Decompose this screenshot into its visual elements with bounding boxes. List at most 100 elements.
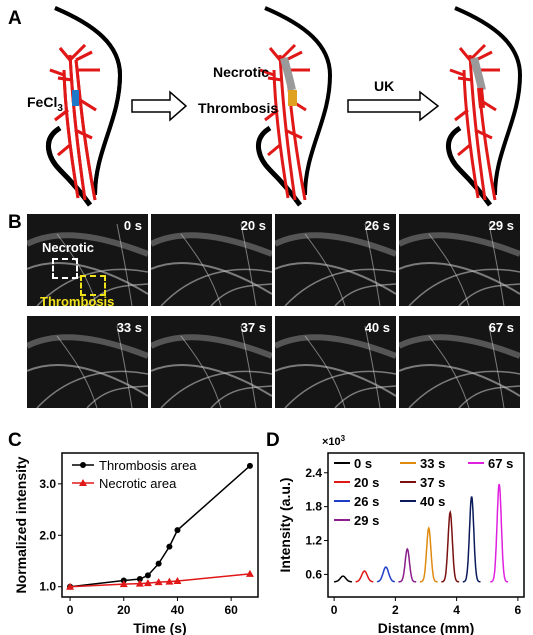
x-tick-label: 0 bbox=[67, 603, 74, 617]
y-tick-label: 2.0 bbox=[39, 528, 56, 542]
panel-b-label: B bbox=[8, 212, 22, 233]
arrow-right-icon bbox=[131, 90, 188, 122]
profile-curve bbox=[376, 566, 395, 583]
data-point bbox=[119, 580, 128, 588]
x-tick-label: 0 bbox=[331, 603, 338, 617]
frame-background bbox=[151, 214, 272, 306]
data-point bbox=[135, 579, 144, 587]
frame-time-label: 26 s bbox=[364, 218, 390, 233]
plot-frame bbox=[327, 452, 525, 598]
legend-label: Thrombosis area bbox=[99, 458, 197, 473]
profile-curve bbox=[419, 526, 438, 583]
frame-background bbox=[399, 316, 520, 408]
frame-time-label: 67 s bbox=[488, 320, 514, 335]
thrombosis-roi-box bbox=[80, 275, 106, 296]
data-point bbox=[143, 579, 152, 587]
necrotic-label-b: Necrotic bbox=[42, 240, 95, 255]
thrombus-marker bbox=[288, 90, 297, 106]
frame-background bbox=[275, 316, 396, 408]
necrotic-roi-box bbox=[52, 258, 78, 279]
legend-label: 0 s bbox=[354, 456, 372, 471]
legend-label: Necrotic area bbox=[99, 476, 177, 491]
chart-c: 0 20 40 60 1.0 2.0 3.0 Time (s) Normalized inten… bbox=[13, 452, 259, 635]
frame-background bbox=[27, 214, 148, 306]
y-tick-label: 1.0 bbox=[39, 580, 56, 594]
frame-time-label: 0 s bbox=[123, 218, 142, 233]
profile-curve bbox=[490, 483, 509, 583]
x-tick-label: 20 bbox=[117, 603, 131, 617]
y-axis-label: Intensity (a.u.) bbox=[277, 478, 293, 573]
profile-curve bbox=[441, 509, 460, 583]
thrombosis-label-b: Thrombosis bbox=[40, 294, 115, 309]
y-tick-label: 0.6 bbox=[305, 567, 322, 581]
chart-d: 0 2 4 6 0.6 1.2 1.8 2.4 ×103 Distance (mm) Intensi… bbox=[277, 434, 525, 635]
vessel-pattern bbox=[275, 325, 396, 408]
injury-site-marker bbox=[72, 90, 79, 106]
frame-time-label: 40 s bbox=[364, 320, 390, 335]
data-point bbox=[245, 569, 254, 577]
data-point bbox=[154, 578, 163, 586]
data-point bbox=[144, 572, 151, 579]
panel-a-label: A bbox=[8, 8, 22, 29]
data-point bbox=[166, 543, 173, 550]
y-tick-label: 1.2 bbox=[305, 534, 322, 548]
data-point bbox=[246, 462, 253, 469]
legend-label: 20 s bbox=[354, 475, 379, 490]
data-point bbox=[173, 577, 182, 585]
x-tick-label: 2 bbox=[392, 603, 399, 617]
vessel-pattern bbox=[151, 223, 272, 306]
frame-background bbox=[151, 316, 272, 408]
legend-label: 40 s bbox=[420, 494, 445, 509]
frame-time-label: 29 s bbox=[488, 218, 514, 233]
legend-marker bbox=[79, 479, 87, 486]
profile-curve bbox=[355, 570, 374, 583]
vessel-pattern bbox=[275, 223, 396, 306]
plot-frame bbox=[61, 452, 259, 598]
x-tick-label: 4 bbox=[453, 603, 460, 617]
frame-time-label: 33 s bbox=[116, 320, 142, 335]
vessel-pattern bbox=[27, 223, 148, 306]
x-axis-label: Time (s) bbox=[133, 620, 186, 635]
thrombosis-label-a: Thrombosis bbox=[198, 100, 279, 116]
x-tick-label: 6 bbox=[515, 603, 522, 617]
fluorescence-frame: 37 s bbox=[151, 316, 272, 408]
vessel-pattern bbox=[27, 325, 148, 408]
vessel-pattern bbox=[399, 325, 520, 408]
panel-c-label: C bbox=[8, 430, 22, 451]
x-tick-label: 40 bbox=[171, 603, 185, 617]
data-point bbox=[155, 560, 162, 567]
y-tick-label: 2.4 bbox=[305, 466, 322, 480]
data-point bbox=[136, 576, 143, 582]
legend-label: 33 s bbox=[420, 456, 445, 471]
fluorescence-frame: 0 s bbox=[27, 214, 148, 306]
profile-curve bbox=[398, 547, 417, 583]
fluorescence-frame: 40 s bbox=[275, 316, 396, 408]
fluorescence-frame: 67 s bbox=[399, 316, 520, 408]
legend-label: 67 s bbox=[488, 456, 513, 471]
fluorescence-frame: 20 s bbox=[151, 214, 272, 306]
legend-label: 37 s bbox=[420, 475, 445, 490]
panel-a-injury-stage bbox=[46, 6, 523, 207]
frame-background bbox=[275, 214, 396, 306]
data-point bbox=[66, 582, 75, 590]
uk-label: UK bbox=[374, 78, 395, 94]
y-tick-label: 3.0 bbox=[39, 477, 56, 491]
necrotic-segment bbox=[280, 57, 296, 91]
y-tick-label: 1.8 bbox=[305, 500, 322, 514]
legend-label: 26 s bbox=[354, 494, 379, 509]
arrow-right-icon bbox=[347, 90, 440, 122]
frame-time-label: 20 s bbox=[240, 218, 266, 233]
frame-background bbox=[399, 214, 520, 306]
necrotic-label-a: Necrotic bbox=[213, 64, 270, 80]
profile-curve bbox=[334, 575, 352, 583]
vessel-pattern bbox=[399, 223, 520, 306]
fluorescence-frame: 29 s bbox=[399, 214, 520, 306]
frame-background bbox=[27, 316, 148, 408]
profile-curve bbox=[462, 496, 481, 583]
fluorescence-frame: 33 s bbox=[27, 316, 148, 408]
y-axis-label: Normalized intensity bbox=[13, 456, 29, 593]
x-axis-label: Distance (mm) bbox=[378, 620, 474, 635]
vessel-pattern bbox=[151, 325, 272, 408]
data-point bbox=[165, 577, 174, 585]
x-tick-label: 60 bbox=[224, 603, 238, 617]
